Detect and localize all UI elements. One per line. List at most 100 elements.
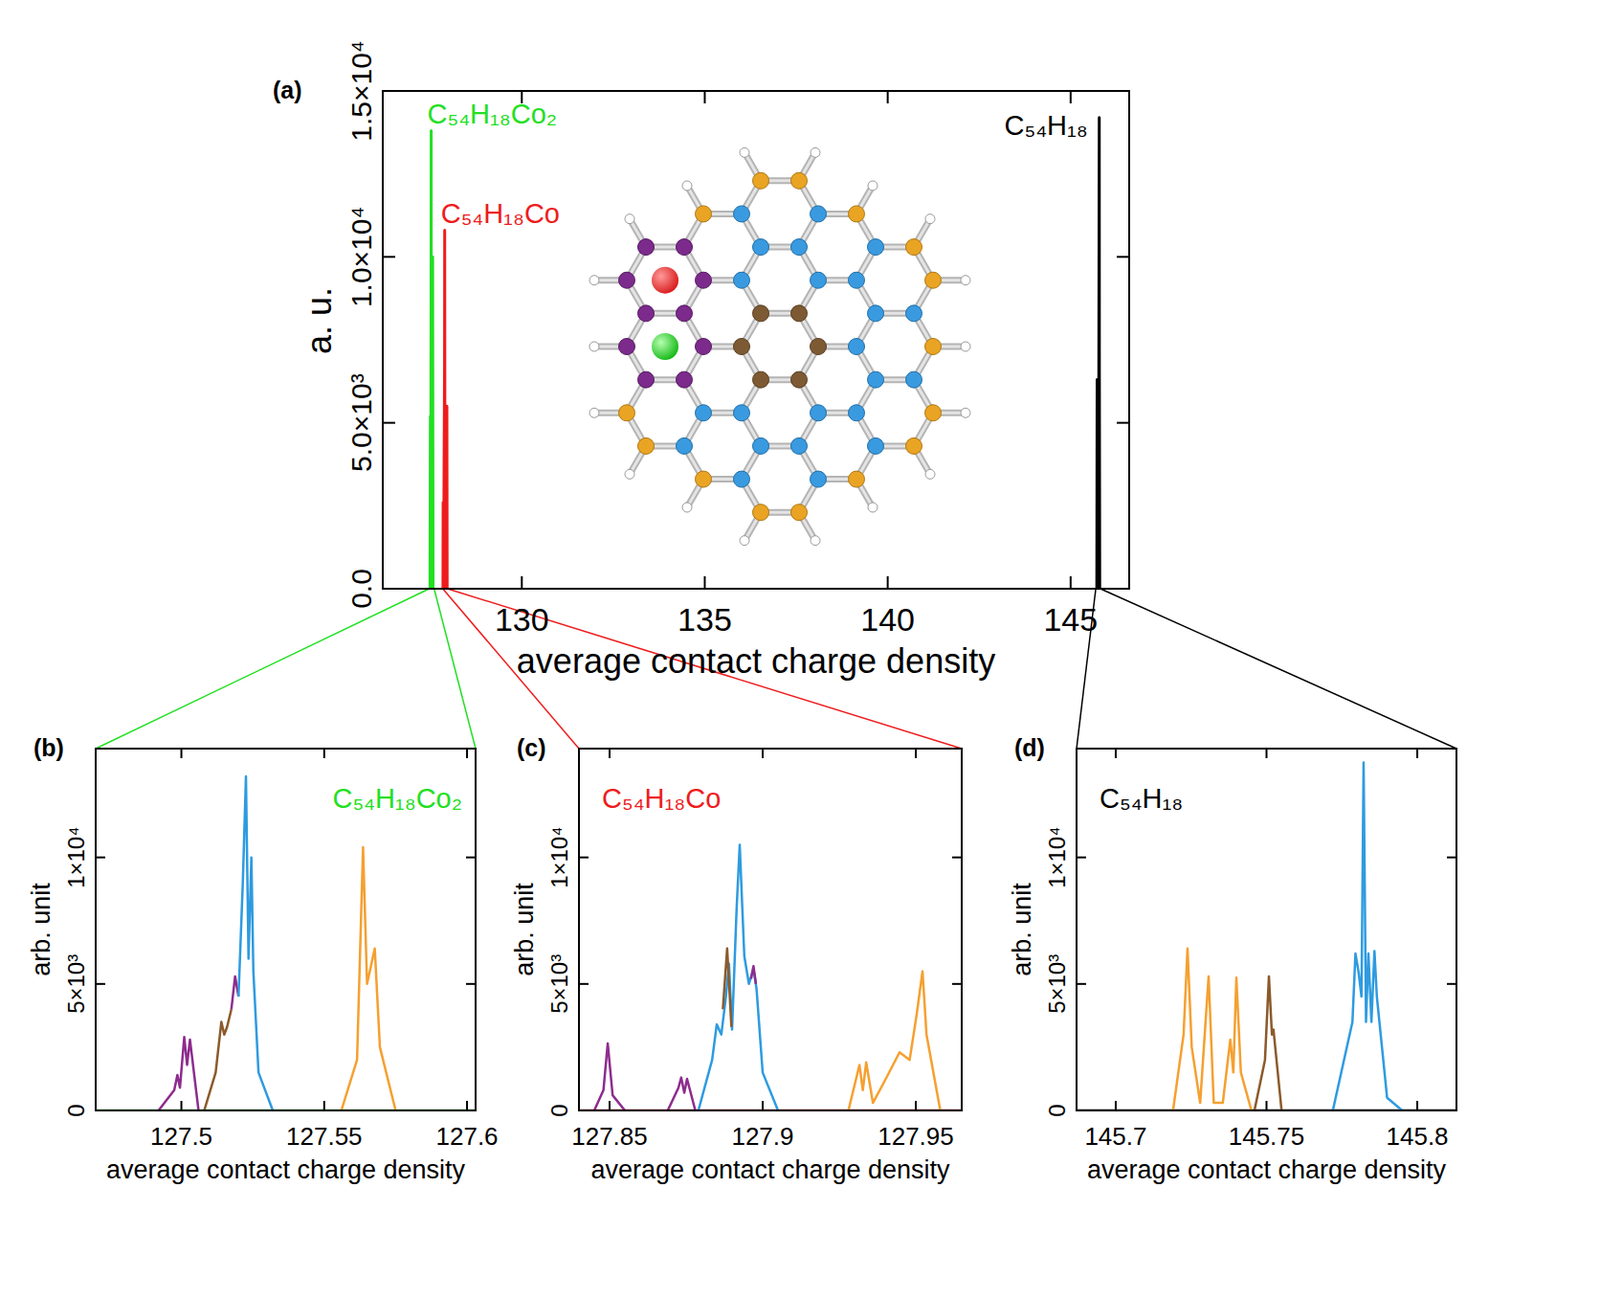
x-tick-label: 145 (1043, 600, 1098, 638)
spectrum-line (238, 776, 273, 1111)
x-tick (608, 1100, 611, 1111)
carbon-atom (791, 437, 808, 454)
zoom-connector (95, 588, 430, 749)
carbon-atom (638, 305, 655, 322)
zoom-connector (1100, 588, 1457, 749)
y-tick-label: 1×10⁴ (1044, 825, 1070, 888)
spectrum-line (429, 131, 433, 589)
carbon-atom (733, 470, 751, 488)
carbon-atom (638, 371, 655, 388)
carbon-atom (925, 271, 942, 289)
carbon-atom (753, 172, 770, 189)
carbon-atom (791, 172, 808, 189)
carbon-atom (676, 239, 693, 256)
y-tick (95, 856, 106, 859)
x-tick (887, 576, 889, 589)
carbon-atom (695, 205, 712, 223)
x-tick (914, 748, 917, 758)
x-tick (914, 1100, 917, 1111)
y-tick (1116, 587, 1130, 590)
y-tick (382, 422, 396, 424)
hydrogen-atom (925, 468, 935, 479)
panel-label: (b) (33, 733, 65, 761)
x-tick-label: 127.55 (286, 1121, 363, 1151)
y-tick (466, 856, 476, 859)
x-tick-label: 135 (677, 600, 733, 638)
spectrum-line (1096, 117, 1100, 589)
x-tick (323, 748, 326, 758)
y-axis-title: arb. unit (26, 882, 56, 977)
data-group (429, 117, 1100, 589)
y-tick (382, 587, 396, 590)
panel: 127.85127.9127.9505×10³1×10⁴average cont… (510, 733, 962, 1184)
x-tick (887, 90, 889, 104)
carbon-atom (848, 338, 866, 356)
carbon-atom (676, 305, 693, 322)
carbon-atom (810, 338, 827, 356)
y-axis-title: arb. unit (1007, 882, 1037, 977)
x-tick (761, 1100, 764, 1111)
y-axis-title: arb. unit (510, 882, 539, 977)
hydrogen-atom (589, 407, 600, 418)
y-tick (95, 982, 106, 985)
carbon-atom (906, 437, 923, 454)
x-axis-title: average contact charge density (516, 641, 996, 681)
carbon-atom (925, 338, 942, 356)
carbon-atom (676, 437, 693, 454)
carbon-atom (638, 437, 655, 454)
carbon-atom (848, 205, 866, 223)
y-tick-label: 1×10⁴ (546, 825, 573, 888)
panel: 127.5127.55127.605×10³1×10⁴average conta… (26, 733, 499, 1184)
y-tick-label: 5×10³ (546, 954, 573, 1014)
carbon-atom (848, 470, 866, 488)
y-tick (1116, 422, 1130, 424)
hydrogen-atom (810, 147, 821, 157)
carbon-atom (638, 239, 655, 256)
carbon-atom (791, 504, 808, 521)
series-label: C₅₄H₁₈ (1004, 110, 1089, 141)
y-tick (466, 1109, 476, 1112)
x-tick-label: 127.5 (150, 1121, 213, 1151)
carbon-atom (753, 239, 770, 256)
y-tick-label: 1×10⁴ (63, 825, 89, 888)
y-tick-label: 1.0×10⁴ (345, 206, 378, 308)
carbon-atom (791, 305, 808, 322)
spectrum-line (203, 1008, 231, 1111)
carbon-atom (619, 404, 636, 422)
x-tick-label: 140 (860, 600, 915, 638)
y-tick (1076, 1109, 1087, 1112)
x-tick (180, 748, 183, 758)
y-tick (578, 982, 589, 985)
hydrogen-atom (867, 502, 878, 512)
carbon-atom (695, 404, 712, 422)
y-tick (952, 982, 962, 985)
y-tick-label: 0 (546, 1103, 573, 1116)
zoom-connector (434, 588, 476, 749)
x-tick (1416, 1100, 1419, 1111)
plot-background (1076, 748, 1457, 1111)
spectrum-line (667, 1077, 696, 1111)
carbon-atom (619, 338, 636, 356)
carbon-atom (848, 404, 866, 422)
y-tick (578, 1109, 589, 1112)
y-axis-title: a. u. (299, 287, 339, 355)
carbon-atom (695, 271, 712, 289)
carbon-atom (619, 271, 636, 289)
spectrum-line (1173, 948, 1252, 1111)
hydrogen-atom (682, 180, 692, 191)
x-axis-title: average contact charge density (1087, 1155, 1447, 1184)
x-tick (1416, 748, 1419, 758)
y-tick (1116, 255, 1130, 258)
carbon-atom (867, 305, 885, 322)
y-tick (578, 856, 589, 859)
carbon-atom (810, 404, 827, 422)
hydrogen-atom (624, 468, 635, 479)
y-tick-label: 5×10³ (1044, 954, 1070, 1014)
carbon-atom (867, 437, 885, 454)
plot-background (95, 748, 476, 1111)
spectrum-line (698, 844, 778, 1111)
carbon-atom (676, 371, 693, 388)
panel-label: (c) (516, 733, 547, 761)
x-tick (703, 576, 706, 589)
plot-frame (95, 748, 476, 1111)
